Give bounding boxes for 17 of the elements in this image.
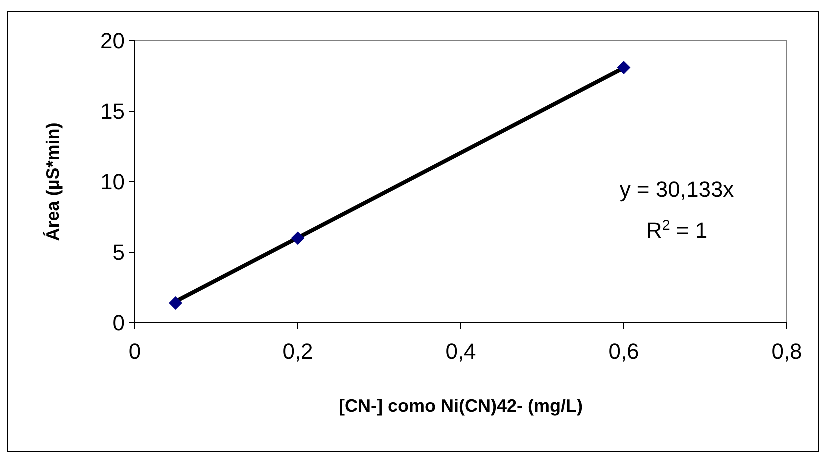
y-tick-label: 15	[100, 99, 125, 124]
x-tick-label: 0	[128, 339, 142, 364]
x-tick-label: 0,2	[282, 339, 314, 364]
y-tick-label: 20	[100, 28, 125, 54]
point	[169, 296, 182, 310]
point	[617, 61, 631, 74]
y-axis-title: Área (µS*min)	[43, 122, 63, 242]
x-tick-label: 0,4	[446, 339, 476, 364]
annotation: y = 30,133x	[620, 177, 734, 202]
y-tick-label: 5	[112, 240, 125, 266]
x-tick-label: 0,8	[772, 339, 802, 364]
x-tick-label: 0,6	[608, 339, 640, 364]
point	[291, 232, 305, 246]
y-tick-label: 10	[100, 170, 125, 195]
y-tick-label: 0	[112, 310, 125, 336]
x-axis-title: [CN-] como Ni(CN)42- (mg/L)	[339, 396, 583, 416]
annotation: R$^{2}$ = 1	[646, 218, 708, 243]
